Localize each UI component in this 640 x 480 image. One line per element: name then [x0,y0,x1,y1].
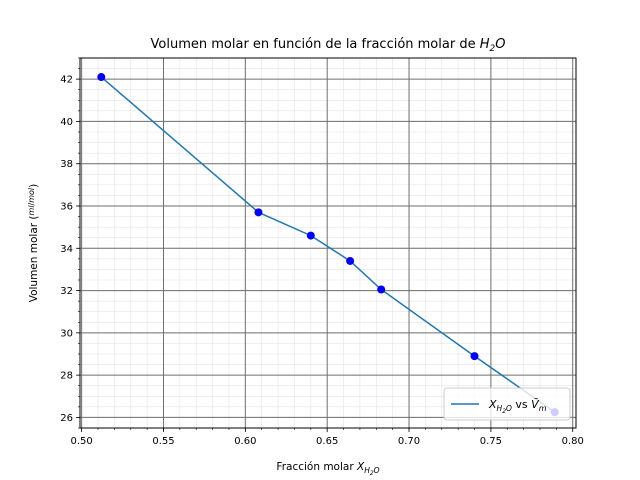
x-tick-label: 0.75 [480,436,502,447]
x-tick-label: 0.60 [234,436,256,447]
y-tick-label: 36 [60,202,73,213]
legend-label: XH2O vs V̄m [488,398,547,415]
data-point [306,231,315,240]
y-tick-label: 38 [60,159,73,170]
x-tick-label: 0.50 [71,436,93,447]
x-tick-label: 0.80 [562,436,584,447]
chart-title: Volumen molar en función de la fracción … [151,37,506,54]
x-tick-label: 0.70 [398,436,420,447]
x-tick-label: 0.55 [152,436,174,447]
y-tick-label: 32 [60,286,73,297]
y-tick-label: 30 [60,328,73,339]
data-point [470,352,479,361]
x-tick-label: 0.65 [316,436,338,447]
legend: XH2O vs V̄m [443,387,571,421]
data-point [346,256,355,265]
y-tick-label: 26 [60,413,73,424]
legend-box [443,387,571,421]
data-point [377,285,386,294]
plot-frame [79,57,577,429]
major-grid [80,58,576,428]
y-tick-label: 42 [60,75,73,86]
y-axis: 26 28 30 32 34 36 38 40 42 [60,57,80,429]
y-tick-label: 34 [60,244,73,255]
y-tick-label: 40 [60,117,73,128]
x-axis: 0.50 0.55 0.60 0.65 0.70 0.75 0.80 [71,428,584,447]
data-point [254,208,263,217]
data-point [97,73,106,82]
y-tick-label: 28 [60,371,73,382]
